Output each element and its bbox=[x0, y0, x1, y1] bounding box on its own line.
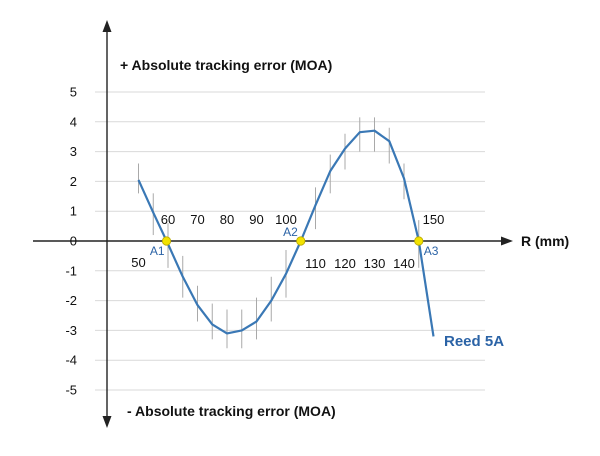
y-tick-label: -3 bbox=[65, 323, 77, 338]
x-tick-label: 150 bbox=[423, 212, 445, 227]
zero-crossing-label: A1 bbox=[150, 244, 165, 258]
x-tick-label: 140 bbox=[393, 256, 415, 271]
y-axis-title-top: + Absolute tracking error (MOA) bbox=[120, 57, 332, 73]
x-tick-label: 60 bbox=[161, 212, 175, 227]
x-axis-title: R (mm) bbox=[521, 233, 569, 249]
x-tick-label: 80 bbox=[220, 212, 234, 227]
x-tick-label: 110 bbox=[305, 256, 326, 271]
zero-crossing-label: A2 bbox=[283, 225, 298, 239]
zero-crossing-label: A3 bbox=[424, 244, 439, 258]
y-tick-label: -4 bbox=[65, 353, 77, 368]
grid-lines bbox=[95, 91, 485, 391]
y-tick-label: 4 bbox=[70, 114, 77, 129]
y-tick-label: 0 bbox=[70, 234, 77, 249]
y-tick-label: -5 bbox=[65, 383, 77, 398]
y-tick-labels: 5 4 3 2 1 0 -1 -2 -3 -4 -5 bbox=[65, 85, 77, 398]
y-tick-label: 2 bbox=[70, 174, 77, 189]
x-tick-label: 70 bbox=[190, 212, 204, 227]
y-axis-arrow-bottom bbox=[102, 416, 112, 428]
y-tick-label: -2 bbox=[65, 293, 77, 308]
series-lines bbox=[137, 129, 435, 337]
y-tick-label: 3 bbox=[70, 144, 77, 159]
zero-crossing-markers: A1 A2 A3 bbox=[150, 225, 439, 258]
zero-crossing-marker bbox=[161, 236, 172, 246]
series-label-reed-5a: Reed 5A bbox=[444, 333, 504, 350]
x-tick-label: 90 bbox=[249, 212, 263, 227]
x-tick-labels: 50 60 70 80 90 100 110 120 130 140 150 bbox=[131, 212, 444, 271]
y-tick-label: -1 bbox=[65, 263, 77, 278]
zero-crossing-marker bbox=[296, 236, 306, 246]
x-axis-arrow bbox=[501, 236, 513, 246]
y-tick-label: 1 bbox=[70, 204, 77, 219]
x-tick-label: 100 bbox=[275, 212, 297, 227]
axes bbox=[33, 20, 513, 428]
zero-crossing-marker bbox=[414, 236, 424, 246]
y-tick-label: 5 bbox=[70, 85, 77, 100]
series-line-reed-5a bbox=[137, 129, 435, 337]
x-tick-label: 130 bbox=[364, 256, 386, 271]
y-axis-arrow-top bbox=[102, 20, 112, 32]
x-tick-label: 120 bbox=[334, 256, 356, 271]
x-tick-label: 50 bbox=[131, 255, 145, 270]
y-axis-title-bottom: - Absolute tracking error (MOA) bbox=[127, 403, 336, 419]
